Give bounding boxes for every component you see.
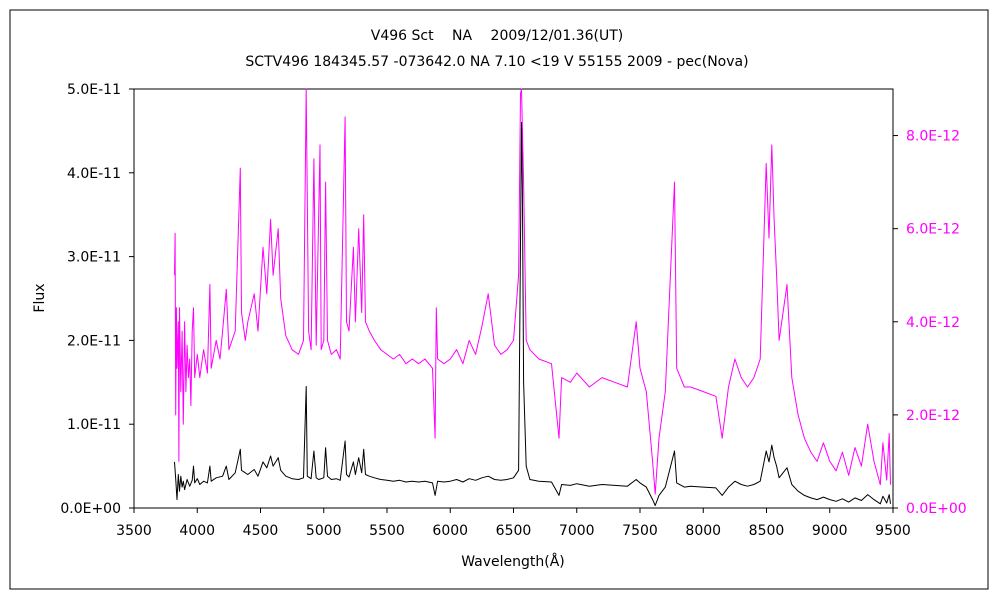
left-y-axis: 0.0E+00 1.0E-11 2.0E-11 3.0E-11 4.0E-11 5.0E-…: [60, 82, 134, 517]
y2-tick-label: 6.0E-12: [906, 222, 960, 238]
x-tick-label: 3500: [116, 523, 152, 539]
x-tick-label: 6000: [432, 523, 468, 539]
y2-tick-label: 0.0E+00: [906, 501, 967, 517]
y-axis-label: Flux: [32, 283, 48, 312]
x-tick-label: 8000: [685, 523, 721, 539]
x-axis: 3500 4000 4500 5000 5500 6000 6500 7000 7500 8000…: [116, 508, 911, 539]
x-tick-label: 7500: [622, 523, 658, 539]
series-line-magenta: [174, 88, 891, 495]
x-tick-label: 9000: [812, 523, 848, 539]
right-y-axis: 0.0E+00 2.0E-12 4.0E-12 6.0E-12 8.0E-12: [893, 129, 967, 517]
y-tick-label: 2.0E-11: [67, 333, 121, 349]
x-tick-label: 4500: [243, 523, 279, 539]
series-group: [174, 88, 891, 506]
y-tick-label: 5.0E-11: [67, 82, 121, 98]
y-tick-label: 4.0E-11: [67, 166, 121, 182]
y2-tick-label: 8.0E-12: [906, 129, 960, 145]
series-line-black: [174, 122, 891, 506]
x-tick-label: 9500: [875, 523, 911, 539]
x-axis-label: Wavelength(Å): [461, 553, 565, 570]
y2-tick-label: 4.0E-12: [906, 315, 960, 331]
y2-tick-label: 2.0E-12: [906, 408, 960, 424]
y-tick-label: 0.0E+00: [60, 501, 121, 517]
x-tick-label: 5000: [306, 523, 342, 539]
x-tick-label: 7000: [559, 523, 595, 539]
y-tick-label: 1.0E-11: [67, 417, 121, 433]
y-tick-label: 3.0E-11: [67, 250, 121, 266]
chart-title: V496 Sct NA 2009/12/01.36(UT): [371, 28, 623, 44]
chart-border: [9, 9, 989, 590]
x-tick-label: 5500: [369, 523, 405, 539]
x-tick-label: 6500: [496, 523, 532, 539]
x-tick-label: 4000: [179, 523, 215, 539]
x-tick-label: 8500: [749, 523, 785, 539]
chart-subtitle: SCTV496 184345.57 -073642.0 NA 7.10 <19 …: [245, 54, 748, 70]
